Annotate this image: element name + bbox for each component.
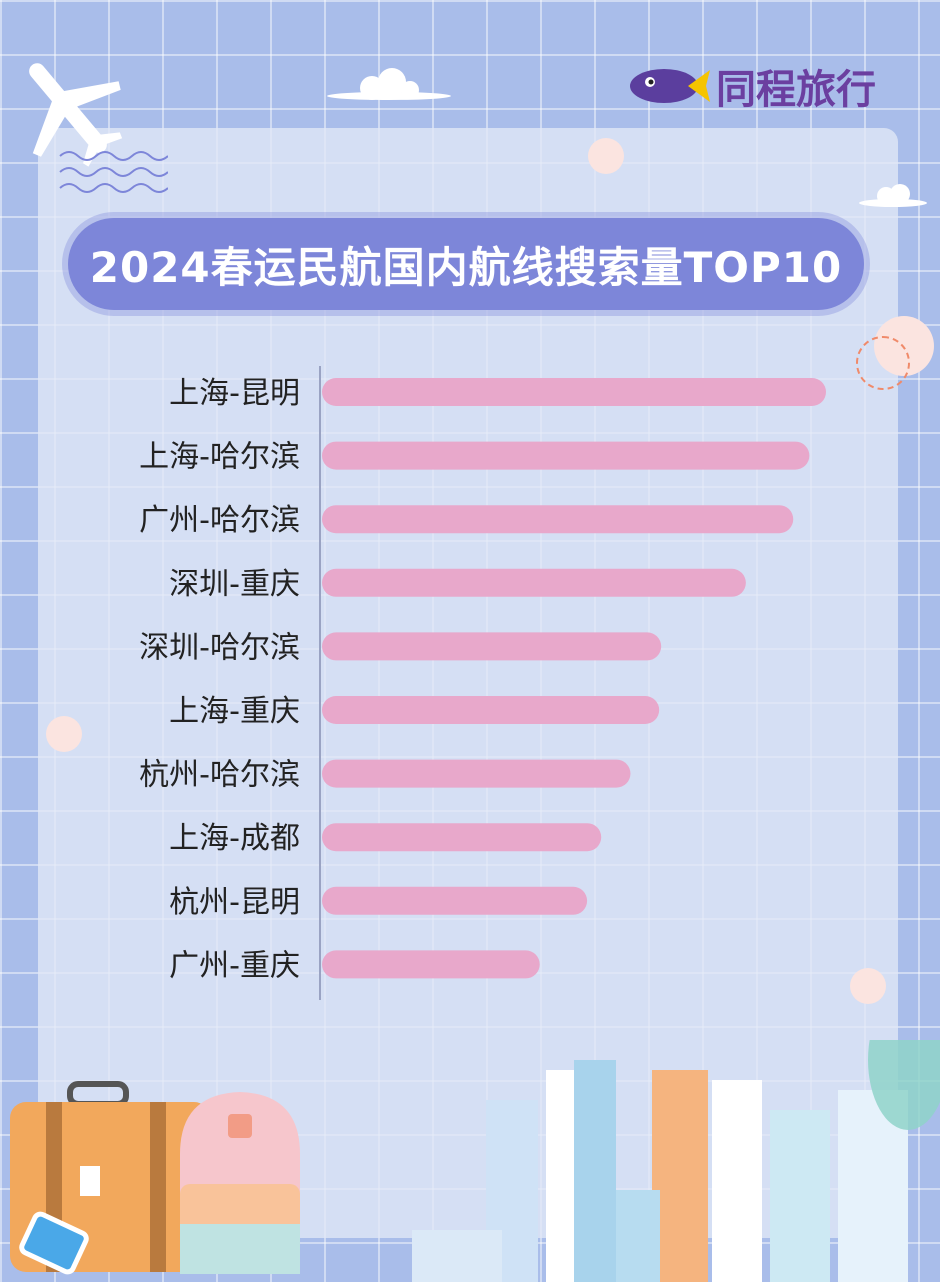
decor-dot [850, 968, 886, 1004]
suitcase-icon [10, 1081, 210, 1275]
category-label: 深圳-哈尔滨 [139, 630, 300, 665]
decor-dashed-circle [856, 336, 910, 390]
bar [322, 568, 746, 597]
category-label: 广州-重庆 [169, 948, 300, 983]
bar [322, 378, 826, 406]
category-label: 上海-成都 [169, 821, 300, 856]
category-label: 广州-哈尔滨 [139, 503, 300, 538]
brand-name: 同程旅行 [716, 67, 876, 113]
backpack-icon [180, 1092, 300, 1274]
decor-dot [46, 716, 82, 752]
category-label: 杭州-哈尔滨 [139, 758, 300, 793]
fish-logo-icon [630, 69, 710, 103]
city-skyline [412, 1040, 940, 1282]
bar [322, 823, 602, 852]
cloud-icon [327, 68, 451, 100]
brand-logo: 同程旅行 [628, 60, 876, 113]
category-label: 杭州-昆明 [169, 885, 300, 920]
bar [322, 696, 660, 724]
bar [322, 441, 810, 470]
bar [322, 505, 794, 534]
waves-icon [59, 151, 168, 193]
chart-title: 2024春运民航国内航线搜索量TOP10 [89, 242, 843, 292]
cloud-icon [859, 184, 927, 207]
bar [322, 950, 540, 979]
category-label: 深圳-重庆 [169, 567, 300, 602]
bar [322, 886, 588, 915]
content-panel [38, 128, 898, 1238]
category-label: 上海-重庆 [169, 694, 300, 729]
category-label: 上海-昆明 [169, 376, 300, 411]
category-label: 上海-哈尔滨 [139, 440, 300, 475]
title-banner: 2024春运民航国内航线搜索量TOP10 [68, 218, 864, 310]
decor-dot [588, 138, 624, 174]
bar [322, 759, 631, 788]
bar [322, 632, 662, 661]
